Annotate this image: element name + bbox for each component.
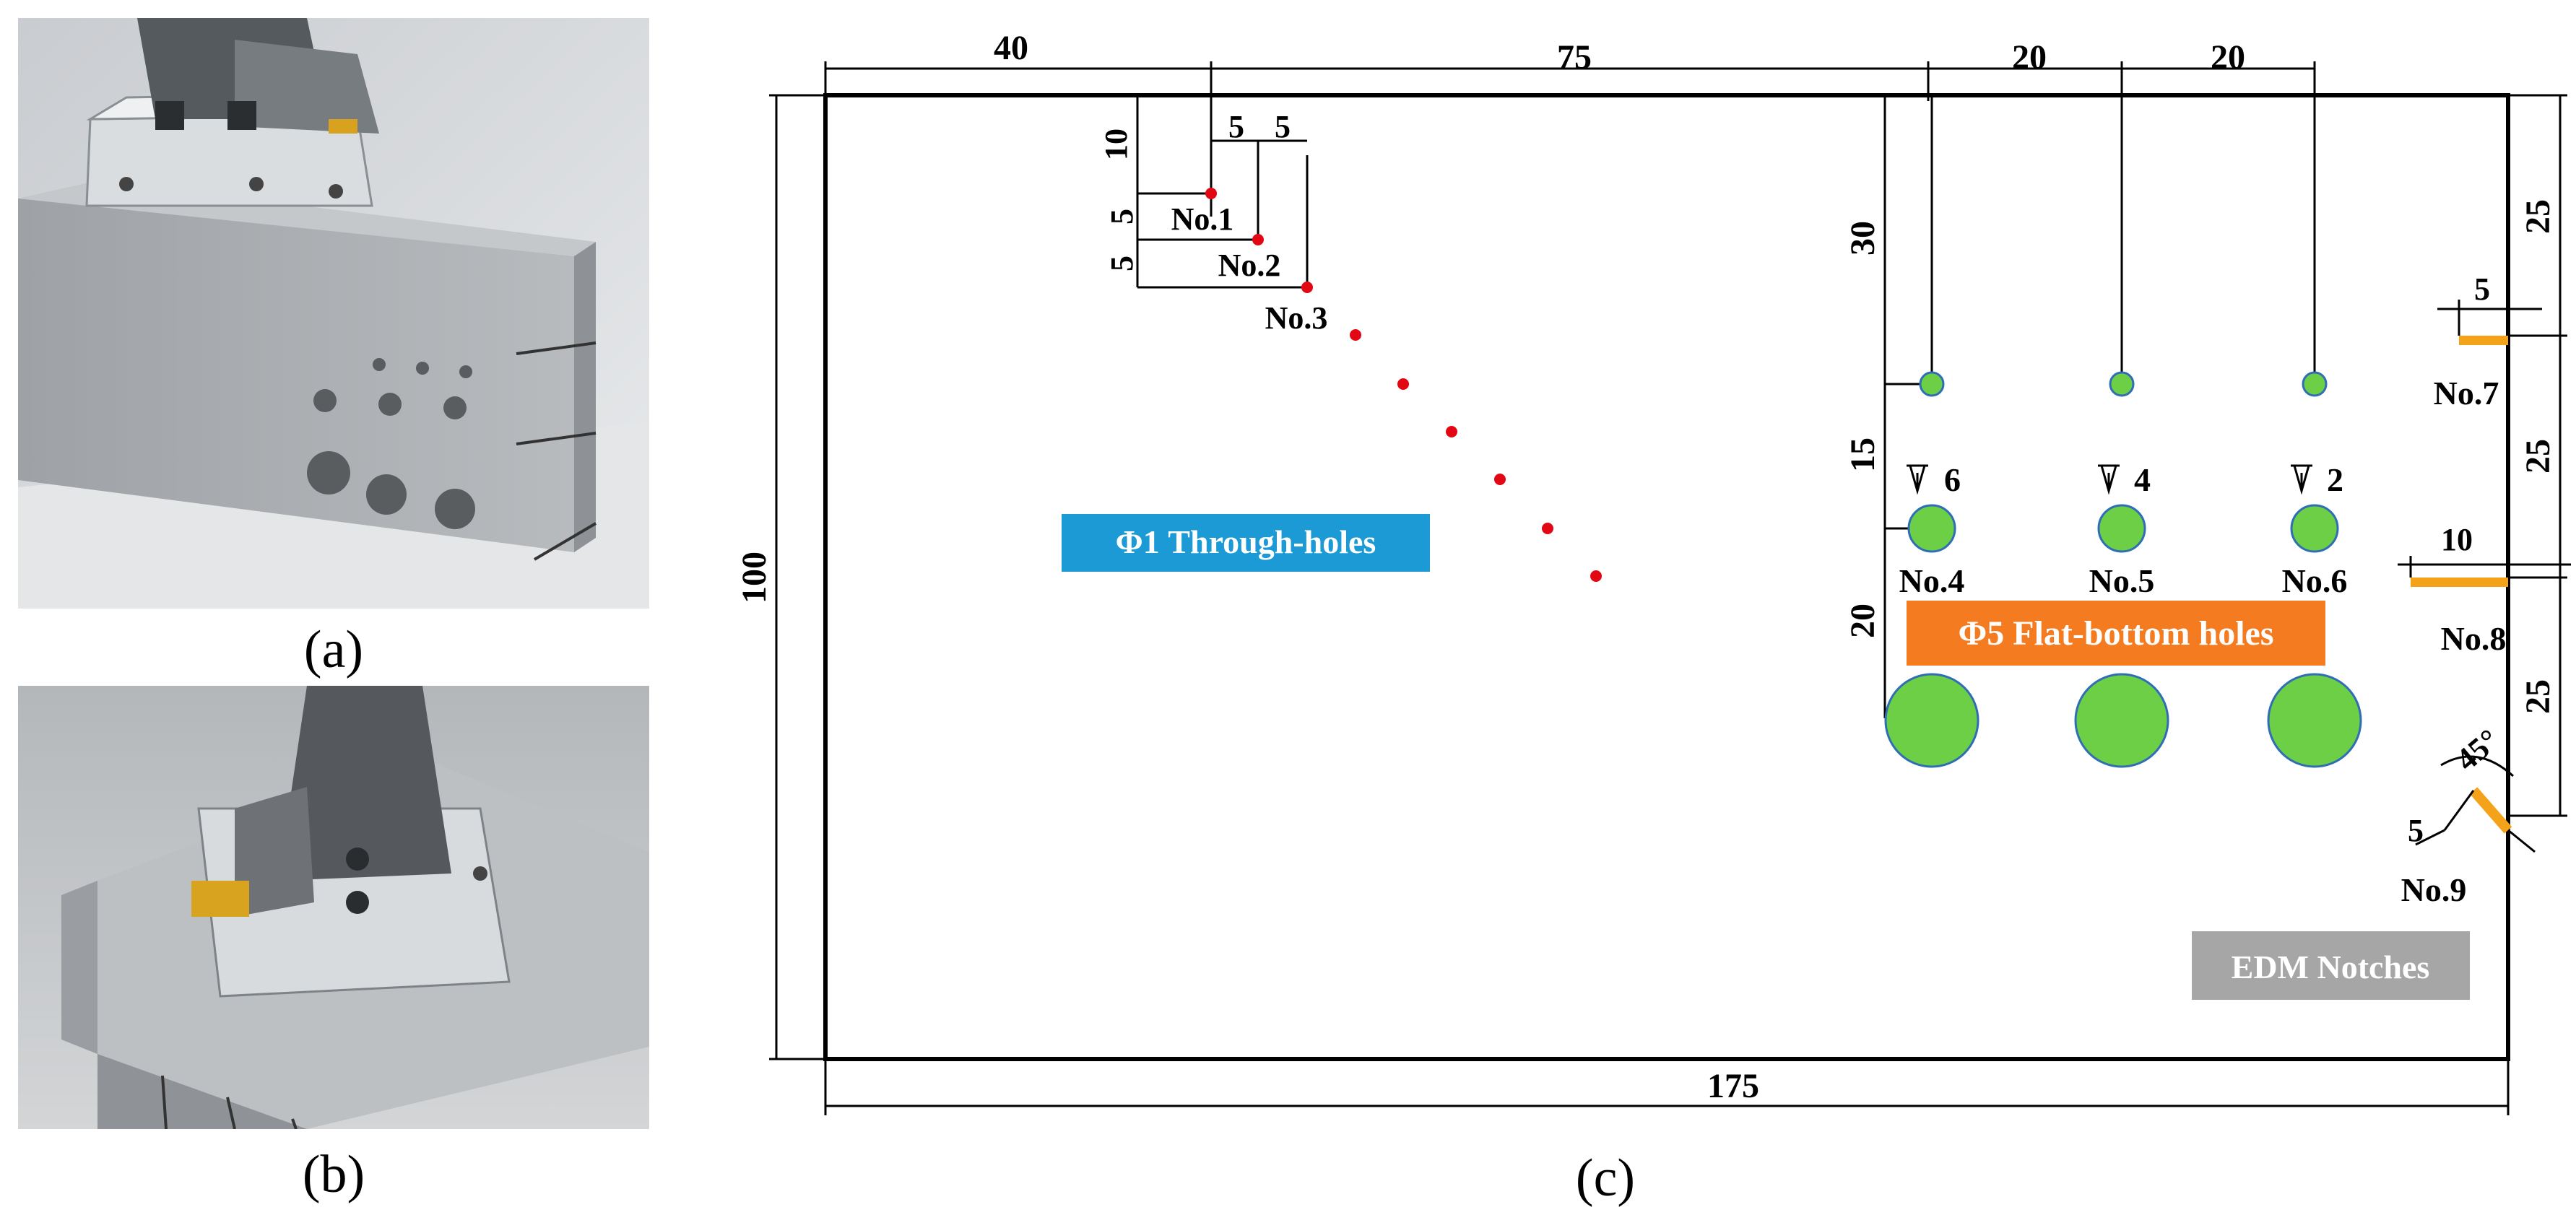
edm-notches-annotation: EDM Notches xyxy=(2232,949,2430,985)
flat-bottom-annotation-box xyxy=(1907,601,2325,666)
dim-10: 10 xyxy=(1098,128,1134,160)
notch-9-dimension xyxy=(2415,755,2536,853)
hole-row2-2 xyxy=(2097,504,2146,553)
dim-left-15: 15 xyxy=(1844,437,1882,472)
notch-9 xyxy=(2469,787,2512,834)
dim-top-20a: 20 xyxy=(2012,38,2047,77)
flat-bottom-holes xyxy=(1884,371,2362,768)
dim-top-40: 40 xyxy=(994,29,1028,67)
dim-left-30: 30 xyxy=(1844,221,1882,256)
label-no3: No.3 xyxy=(1265,300,1328,336)
dim-bottom-175: 175 xyxy=(1707,1067,1759,1105)
through-hole-4 xyxy=(1350,329,1361,341)
photo-b xyxy=(18,686,649,1129)
through-hole-7 xyxy=(1494,474,1506,485)
through-hole-8 xyxy=(1542,523,1553,534)
hole-row2-3 xyxy=(2290,504,2339,553)
through-hole-2 xyxy=(1252,234,1264,245)
hole-row3-1 xyxy=(1884,673,1979,768)
label-no5: No.5 xyxy=(2089,562,2155,599)
flat-bottom-dimension-lines xyxy=(1883,95,2316,718)
photo-b-illustration xyxy=(18,686,649,1129)
depth-symbols xyxy=(1907,464,2312,495)
dim-right-25c: 25 xyxy=(2519,679,2557,714)
block-outline xyxy=(823,93,2510,1061)
notch-8-dim: 10 xyxy=(2441,522,2473,557)
label-no9: No.9 xyxy=(2401,871,2467,908)
edm-notches-annotation-box xyxy=(2192,931,2470,1000)
label-no1: No.1 xyxy=(1171,201,1234,237)
caption-a: (a) xyxy=(303,620,364,679)
through-holes xyxy=(1205,188,1602,582)
dim-left-20: 20 xyxy=(1844,604,1882,638)
notch-9-angle: 45° xyxy=(2449,722,2506,777)
dim-5b: 5 xyxy=(1275,109,1291,144)
dim-right-25a: 25 xyxy=(2519,199,2557,234)
hole-row3-3 xyxy=(2267,673,2362,768)
notch-9-dim: 5 xyxy=(2408,813,2424,848)
hole-row1-2 xyxy=(2109,371,2135,397)
dim-5d: 5 xyxy=(1104,256,1140,271)
right-dimension-lines xyxy=(2508,94,2567,817)
dim-top-20b: 20 xyxy=(2211,38,2245,77)
hole-row1-3 xyxy=(2302,371,2328,397)
notch-8 xyxy=(2411,578,2508,587)
notch-7 xyxy=(2459,336,2508,345)
through-holes-annotation-box xyxy=(1062,514,1430,572)
label-no4: No.4 xyxy=(1899,562,1965,599)
notch-7-dimension xyxy=(2437,300,2542,336)
caption-b: (b) xyxy=(302,1145,365,1204)
left-dimension-line xyxy=(769,94,825,1060)
bottom-dimension-line xyxy=(824,1059,2510,1115)
through-hole-6 xyxy=(1446,426,1457,437)
hole-row3-2 xyxy=(2074,673,2169,768)
dim-5c: 5 xyxy=(1104,209,1140,225)
photo-a xyxy=(18,18,649,609)
label-no7: No.7 xyxy=(2434,375,2499,411)
dim-right-25b: 25 xyxy=(2519,439,2557,474)
flat-bottom-annotation: Φ5 Flat-bottom holes xyxy=(1958,614,2273,653)
through-hole-9 xyxy=(1590,570,1602,582)
top-dimension-lines xyxy=(824,61,2316,217)
through-hole-5 xyxy=(1397,378,1409,390)
through-hole-dimension-lines xyxy=(1136,95,1309,289)
depth-4: 4 xyxy=(2134,461,2151,498)
through-holes-annotation: Φ1 Through-holes xyxy=(1116,523,1376,560)
label-no8: No.8 xyxy=(2441,620,2507,657)
hole-row2-1 xyxy=(1907,504,1956,553)
notch-8-dimension xyxy=(2398,556,2571,578)
through-hole-3 xyxy=(1301,282,1313,293)
caption-c: (c) xyxy=(1575,1149,1636,1208)
dim-5a: 5 xyxy=(1228,109,1244,144)
hole-row1-1 xyxy=(1919,371,1945,397)
label-no2: No.2 xyxy=(1218,248,1281,283)
depth-6: 6 xyxy=(1944,461,1961,498)
label-no6: No.6 xyxy=(2282,562,2348,599)
depth-2: 2 xyxy=(2327,461,2343,498)
dim-left-100: 100 xyxy=(735,552,773,604)
dim-top-75: 75 xyxy=(1557,38,1592,77)
through-hole-1 xyxy=(1205,188,1217,199)
photo-a-illustration xyxy=(18,18,649,609)
notch-7-dim: 5 xyxy=(2474,271,2490,307)
